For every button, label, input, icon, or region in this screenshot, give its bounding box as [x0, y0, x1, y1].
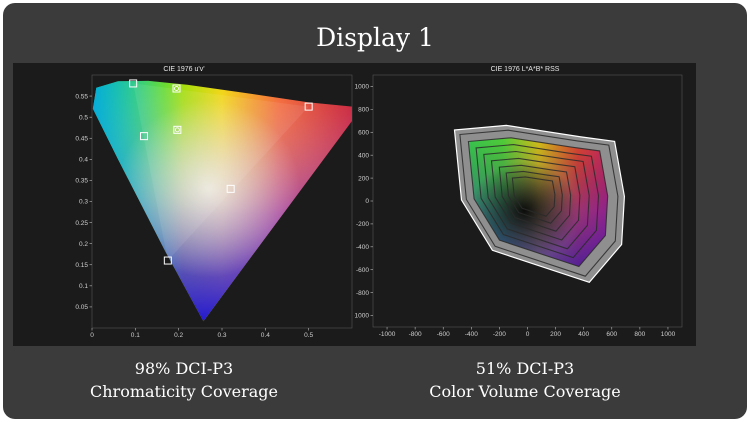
y-tick-label: -600: [356, 267, 369, 274]
x-tick-label: 0.2: [174, 332, 183, 339]
y-tick-label: 0.4: [79, 157, 88, 164]
target-marker: [304, 102, 313, 111]
display-card: Display 1: [3, 3, 747, 419]
measured-marker: [172, 84, 181, 93]
x-tick-label: 200: [550, 331, 561, 338]
x-tick-label: 0.3: [217, 332, 226, 339]
left-chart-title: CIE 1976 u'v': [163, 66, 204, 73]
left-caption-percent: 98% DCI-P3: [134, 359, 234, 378]
volume-contour: [511, 176, 556, 217]
target-marker: [129, 79, 138, 88]
y-tick-label: -800: [356, 290, 369, 297]
x-tick-label: 600: [606, 331, 617, 338]
color-volume-panel: CIE 1976 L*A*B* RSS -1000 -800 -600 -400 -20…: [354, 63, 696, 346]
x-tick-label: -200: [493, 331, 506, 338]
y-tick-label: 600: [358, 129, 369, 136]
y-tick-label: -1000: [354, 313, 369, 320]
y-tick-label: 0: [365, 198, 369, 205]
target-marker: [163, 256, 172, 265]
x-tick-label: 0.5: [304, 332, 313, 339]
x-tick-label: -800: [409, 331, 422, 338]
y-tick-label: 0.15: [75, 262, 88, 269]
right-caption: 51% DCI-P3 Color Volume Coverage: [354, 357, 696, 403]
x-tick-label: -1000: [379, 331, 396, 338]
x-tick-label: 800: [634, 331, 645, 338]
volume-contour: [505, 170, 563, 224]
x-tick-label: 0: [90, 332, 94, 339]
right-chart-title: CIE 1976 L*A*B* RSS: [491, 66, 560, 73]
page-title: Display 1: [316, 23, 434, 52]
x-tick-label: 0: [526, 331, 530, 338]
target-marker: [226, 184, 235, 193]
x-tick-label: 0.1: [131, 332, 140, 339]
chromaticity-panel: CIE 1976 u'v' 0 0.1 0.2 0.3 0.4 0.5 0.05 0.1 0.1…: [13, 63, 355, 346]
x-tick-label: -600: [437, 331, 450, 338]
y-tick-label: 400: [358, 152, 369, 159]
volume-contour: [490, 157, 581, 241]
y-tick-label: 0.3: [79, 199, 88, 206]
volume-contour: [475, 144, 600, 259]
y-tick-label: 0.55: [75, 93, 88, 100]
chromaticity-chart: CIE 1976 u'v' 0 0.1 0.2 0.3 0.4 0.5 0.05 0.1 0.1…: [75, 66, 353, 339]
volume-contour: [459, 129, 619, 277]
y-tick-label: 800: [358, 107, 369, 114]
y-tick-label: 0.1: [79, 283, 88, 290]
left-caption: 98% DCI-P3 Chromaticity Coverage: [13, 357, 355, 403]
color-volume-chart: CIE 1976 L*A*B* RSS -1000 -800 -600 -400 -20…: [354, 66, 683, 338]
gamut-outline: [453, 124, 626, 283]
target-marker: [140, 132, 148, 141]
left-caption-label: Chromaticity Coverage: [90, 382, 278, 401]
y-tick-label: 0.25: [75, 220, 88, 227]
y-tick-label: 0.2: [79, 241, 88, 248]
volume-contour: [498, 164, 572, 232]
y-tick-label: 1000: [355, 84, 370, 91]
y-tick-label: 0.5: [79, 114, 88, 121]
x-tick-label: -400: [465, 331, 478, 338]
x-tick-label: 1000: [661, 331, 676, 338]
volume-contour: [483, 150, 590, 250]
right-caption-percent: 51% DCI-P3: [475, 359, 575, 378]
right-caption-label: Color Volume Coverage: [429, 382, 621, 401]
measured-marker: [173, 125, 182, 134]
y-tick-label: 0.35: [75, 178, 88, 185]
y-tick-label: 200: [358, 175, 369, 182]
y-tick-label: -200: [356, 221, 369, 228]
volume-contour: [467, 137, 609, 268]
y-tick-label: 0.45: [75, 135, 88, 142]
x-tick-label: 0.4: [261, 332, 270, 339]
y-tick-label: -400: [356, 244, 369, 251]
x-tick-label: 400: [578, 331, 589, 338]
y-tick-label: 0.05: [75, 304, 88, 311]
